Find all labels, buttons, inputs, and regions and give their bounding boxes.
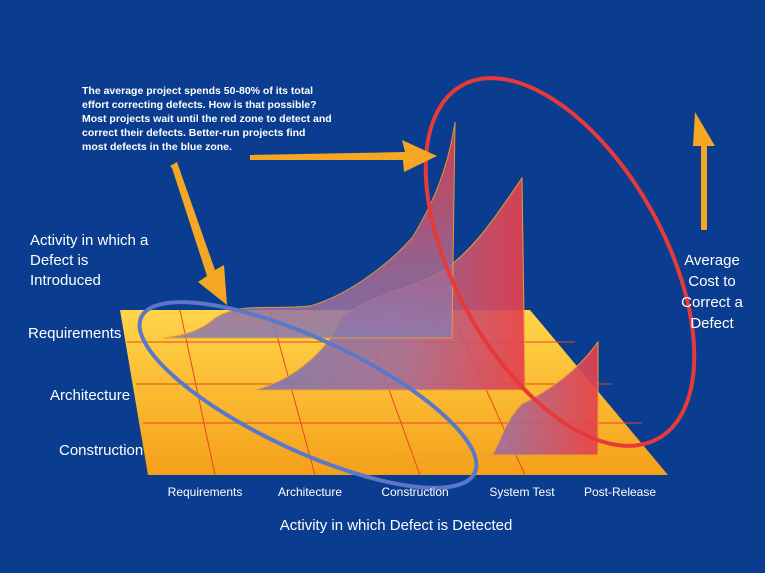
z-axis-title: Average Cost to Correct a Defect bbox=[681, 252, 743, 332]
column-label-construction: Construction bbox=[381, 485, 449, 499]
row-label-architecture: Architecture bbox=[50, 387, 131, 404]
column-label-post-release: Post-Release bbox=[583, 485, 657, 499]
curve-requirements bbox=[162, 121, 456, 339]
row-label-construction: Construction bbox=[59, 442, 144, 459]
x-axis-title: Activity in which Defect is Detected bbox=[279, 517, 513, 534]
column-label-architecture: Architecture bbox=[277, 485, 343, 499]
row-label-requirements: Requirements bbox=[28, 325, 122, 342]
column-label-requirements: Requirements bbox=[167, 485, 243, 499]
arrow-up-icon bbox=[693, 112, 715, 230]
callout-arrow-icon bbox=[170, 162, 227, 305]
y-axis-title: Activity in which a Defect is Introduced bbox=[30, 232, 149, 289]
curve-construction bbox=[395, 340, 599, 456]
callout-arrow-icon bbox=[250, 140, 437, 172]
callout-text: The average project spends 50-80% of its… bbox=[82, 85, 332, 153]
blue-zone-ellipse bbox=[137, 300, 479, 490]
column-label-system-test: System Test bbox=[489, 485, 555, 499]
red-zone-ellipse bbox=[423, 76, 697, 448]
